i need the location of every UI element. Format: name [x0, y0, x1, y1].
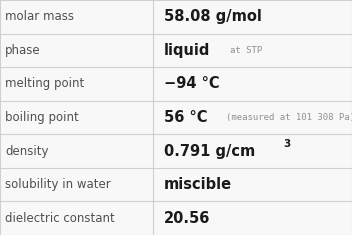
- Text: dielectric constant: dielectric constant: [5, 212, 115, 225]
- Text: 3: 3: [283, 139, 290, 149]
- Text: at STP: at STP: [230, 46, 262, 55]
- Text: −94 °C: −94 °C: [164, 76, 219, 91]
- Text: boiling point: boiling point: [5, 111, 79, 124]
- Text: phase: phase: [5, 44, 41, 57]
- Text: molar mass: molar mass: [5, 10, 74, 23]
- Text: (measured at 101 308 Pa): (measured at 101 308 Pa): [226, 113, 352, 122]
- Text: 20.56: 20.56: [164, 211, 210, 226]
- Text: miscible: miscible: [164, 177, 232, 192]
- Text: solubility in water: solubility in water: [5, 178, 111, 191]
- Text: 0.791 g/cm: 0.791 g/cm: [164, 144, 255, 159]
- Text: 56 °C: 56 °C: [164, 110, 207, 125]
- Text: melting point: melting point: [5, 77, 84, 90]
- Text: liquid: liquid: [164, 43, 210, 58]
- Text: density: density: [5, 145, 49, 158]
- Text: 58.08 g/mol: 58.08 g/mol: [164, 9, 262, 24]
